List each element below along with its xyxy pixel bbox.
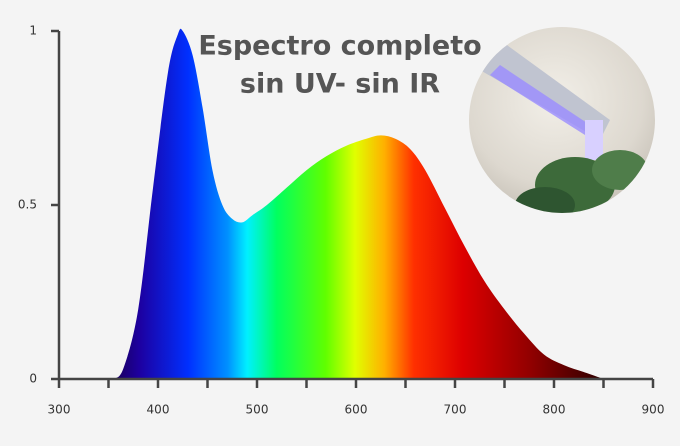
x-tick-label: 400 xyxy=(147,403,170,417)
spectrum-area xyxy=(113,28,604,380)
y-tick-label: 0.5 xyxy=(18,198,37,212)
x-tick-label: 600 xyxy=(345,403,368,417)
y-tick-label: 1 xyxy=(29,24,37,38)
chart-title: sin UV- sin IR xyxy=(240,69,440,100)
x-tick-label: 500 xyxy=(246,403,269,417)
x-tick-label: 900 xyxy=(642,403,665,417)
y-tick-label: 0 xyxy=(29,372,37,386)
photo xyxy=(469,27,655,213)
x-tick-label: 700 xyxy=(444,403,467,417)
chart-title: Espectro completo xyxy=(198,31,481,62)
x-tick-label: 800 xyxy=(543,403,566,417)
x-tick-label: 300 xyxy=(48,403,71,417)
